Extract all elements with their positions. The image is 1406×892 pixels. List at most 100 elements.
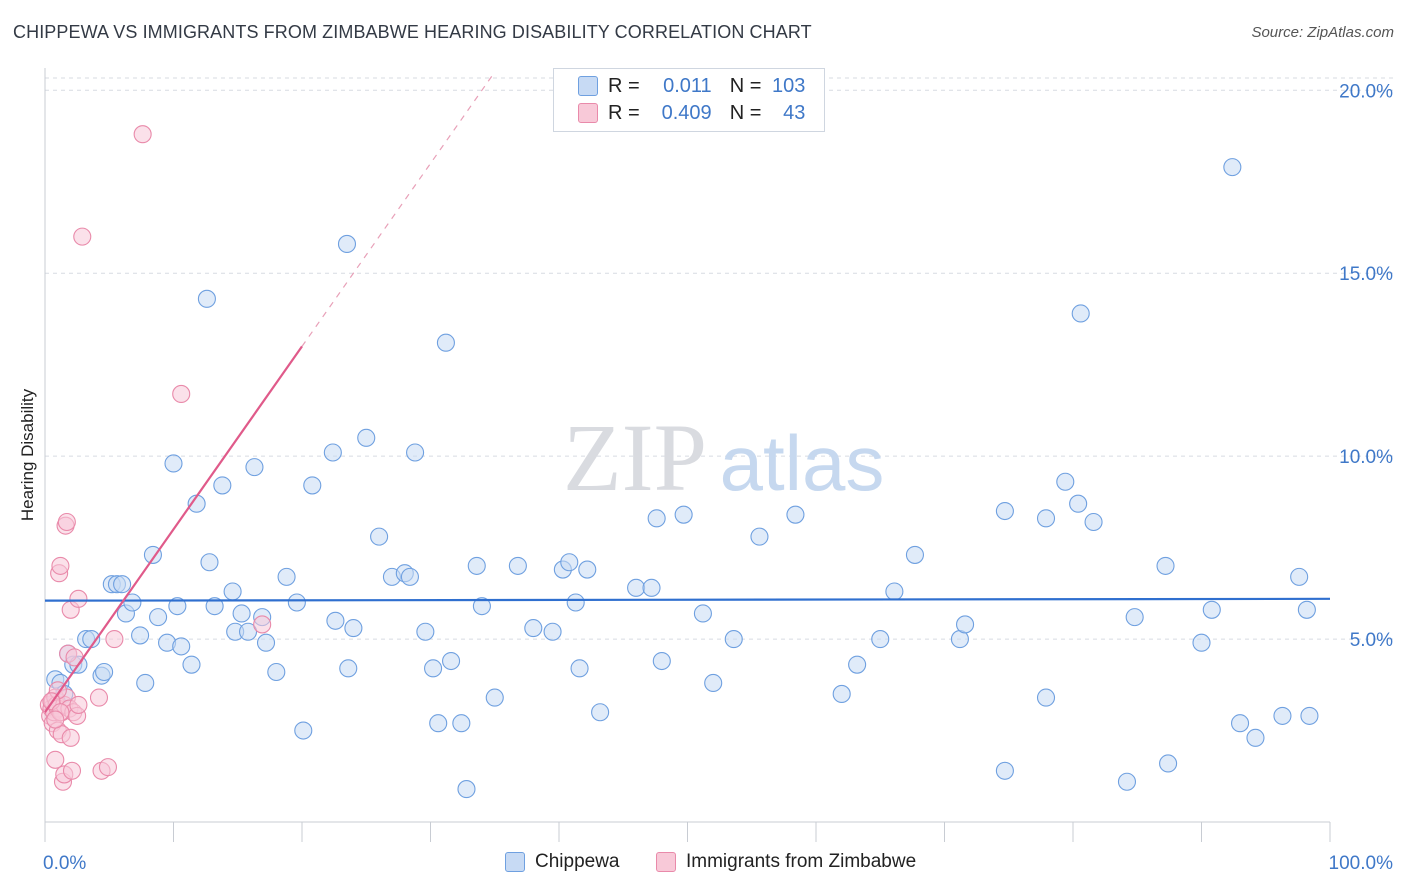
bottom-legend-chippewa: Chippewa <box>505 851 620 873</box>
bottom-legend-label-chippewa: Chippewa <box>535 851 620 872</box>
y-tick-label: 5.0% <box>1350 630 1393 651</box>
legend-n-value: 43 <box>783 101 806 124</box>
bottom-legend-swatch-zimbabwe <box>656 852 676 872</box>
chippewa-point <box>1202 600 1221 619</box>
zimbabwe-point <box>46 750 65 769</box>
chippewa-point <box>1273 706 1292 725</box>
chippewa-point <box>149 608 168 627</box>
chippewa-point <box>267 662 286 682</box>
legend-n-label: N = <box>729 74 762 97</box>
chippewa-point <box>995 761 1014 780</box>
zimbabwe-point <box>105 630 124 649</box>
zimbabwe-point <box>62 761 82 780</box>
x-tick-label: 100.0% <box>1329 853 1394 874</box>
chippewa-point <box>400 567 419 586</box>
chippewa-point <box>238 622 258 641</box>
chippewa-point <box>724 630 743 649</box>
chippewa-point <box>1069 494 1088 513</box>
legend-swatch-chippewa <box>578 76 598 96</box>
zimbabwe-point <box>51 556 70 575</box>
watermark-atlas: atlas <box>720 419 885 507</box>
y-tick-label: 10.0% <box>1339 447 1393 468</box>
chippewa-point <box>452 714 471 733</box>
chippewa-point <box>256 633 276 652</box>
legend-r-value: 0.409 <box>661 101 712 124</box>
chippewa-point <box>472 597 491 616</box>
chippewa-point <box>294 721 313 740</box>
chippewa-point <box>200 553 219 572</box>
zimbabwe-point <box>73 227 92 246</box>
chippewa-point <box>885 582 904 601</box>
legend-swatch-zimbabwe <box>578 103 598 123</box>
chippewa-point <box>337 234 357 254</box>
chippewa-point <box>704 673 723 693</box>
chippewa-point <box>566 593 585 612</box>
chippewa-trend-line <box>44 597 1331 602</box>
chippewa-point <box>578 560 597 579</box>
chippewa-point <box>1290 567 1309 586</box>
chippewa-point <box>287 593 306 612</box>
chippewa-point <box>560 553 579 572</box>
chippewa-point <box>457 780 476 799</box>
chippewa-point <box>113 575 132 594</box>
chippewa-point <box>1297 600 1316 619</box>
chippewa-point <box>223 582 242 601</box>
zimbabwe-point <box>89 688 109 707</box>
zimbabwe-point <box>133 125 152 144</box>
chippewa-point <box>674 505 693 524</box>
chippewa-point <box>136 673 155 693</box>
y-tick-label: 20.0% <box>1339 81 1393 102</box>
axes <box>44 68 1331 842</box>
chippewa-point <box>1223 158 1242 177</box>
chippewa-point <box>323 443 342 462</box>
legend-row-chippewa: R = 0.011 N = 103 <box>554 73 805 99</box>
chippewa-point <box>786 505 805 524</box>
chippewa-point <box>524 619 543 638</box>
watermark: ZIP atlas <box>563 404 884 511</box>
chippewa-point <box>1159 754 1178 773</box>
chippewa-point <box>750 527 769 546</box>
chippewa-point <box>205 597 224 616</box>
chippewa-point <box>1156 556 1175 575</box>
chippewa-point <box>1071 304 1090 323</box>
correlation-legend: R = 0.011 N = 103 R = 0.409 N = 43 <box>553 68 825 132</box>
source-note: Source: ZipAtlas.com <box>1251 24 1394 41</box>
chippewa-point <box>591 703 610 722</box>
chippewa-point <box>1125 608 1144 627</box>
chippewa-point <box>436 333 455 352</box>
chippewa-point <box>652 651 671 671</box>
tick-labels: 5.0% 10.0% 15.0% 20.0% 0.0% 100.0% <box>43 81 1393 874</box>
chippewa-point <box>213 476 232 495</box>
zimbabwe-point <box>253 615 272 634</box>
chippewa-point <box>693 604 712 623</box>
x-tick-label: 0.0% <box>43 853 86 874</box>
y-tick-label: 15.0% <box>1339 264 1393 285</box>
chippewa-point <box>429 714 448 733</box>
chippewa-point <box>182 655 201 674</box>
zimbabwe-point <box>69 695 88 714</box>
chippewa-point <box>164 454 183 473</box>
chart-title: CHIPPEWA VS IMMIGRANTS FROM ZIMBABWE HEA… <box>13 22 812 42</box>
chippewa-point <box>848 655 867 674</box>
chippewa-point <box>344 619 363 638</box>
chippewa-point <box>1231 714 1250 733</box>
chippewa-point <box>370 527 389 546</box>
chippewa-point <box>232 604 251 623</box>
chippewa-point <box>467 556 486 575</box>
chippewa-point <box>832 684 851 704</box>
trend-lines <box>44 71 1331 713</box>
chippewa-point <box>303 476 322 495</box>
chippewa-point <box>442 651 461 671</box>
chippewa-point <box>197 289 216 308</box>
bottom-legend-zimbabwe: Immigrants from Zimbabwe <box>656 851 916 873</box>
chippewa-point <box>339 659 358 678</box>
chippewa-point <box>905 545 924 564</box>
chippewa-point <box>485 688 504 707</box>
chippewa-point <box>1036 688 1056 707</box>
chippewa-point <box>131 626 150 645</box>
chippewa-point <box>416 622 435 641</box>
chippewa-point <box>277 567 296 586</box>
chippewa-point <box>95 662 114 682</box>
legend-n-value: 103 <box>772 74 806 97</box>
